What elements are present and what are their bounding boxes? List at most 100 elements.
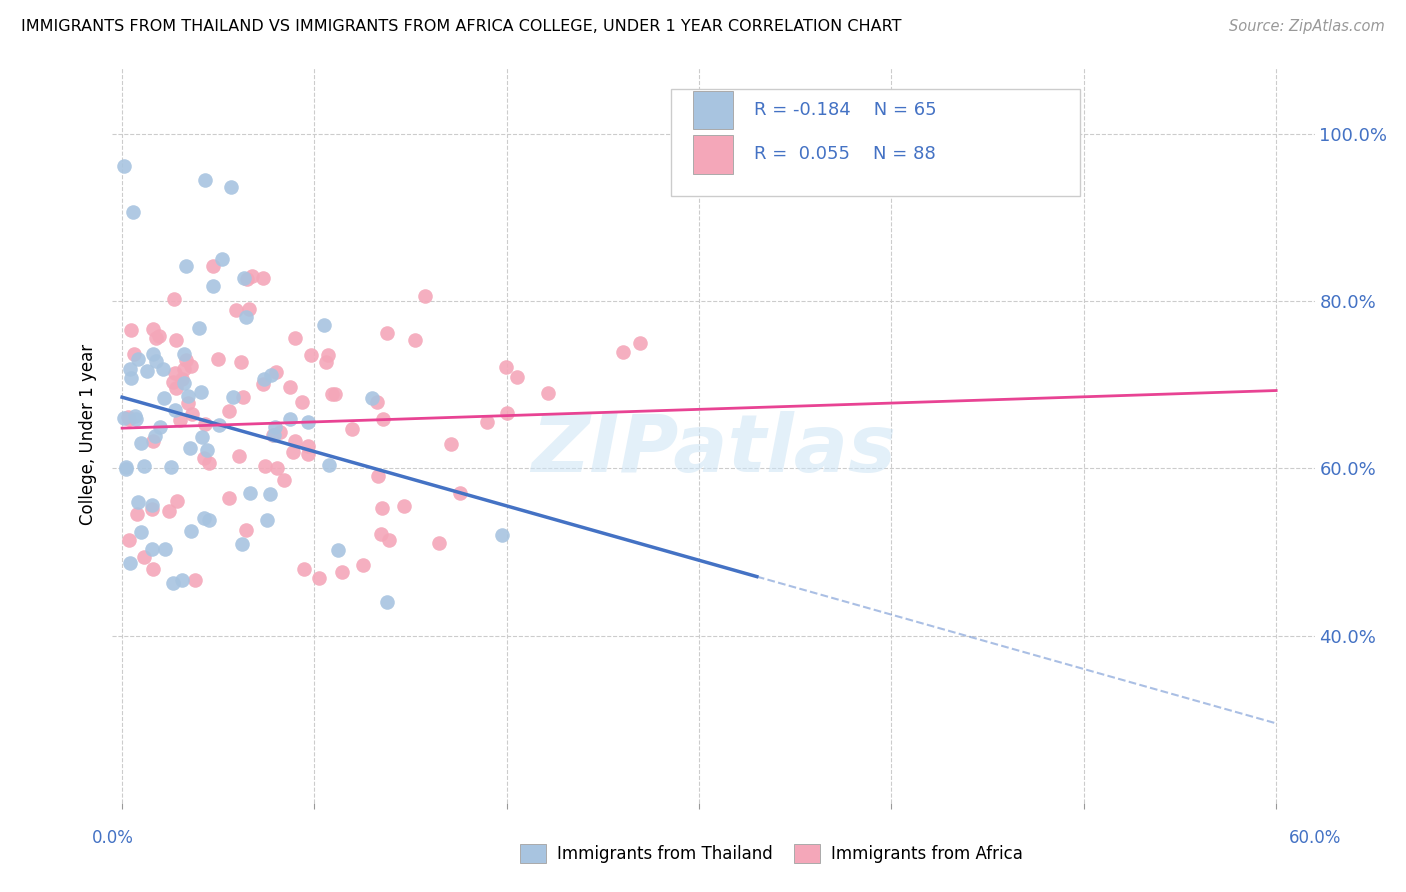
Point xyxy=(235,310,257,324)
Point xyxy=(292,562,315,576)
Point xyxy=(260,368,283,383)
Point xyxy=(177,396,200,410)
Point xyxy=(179,441,201,455)
Point xyxy=(252,377,274,392)
Point xyxy=(266,460,288,475)
Point xyxy=(612,345,634,359)
Point xyxy=(198,456,221,470)
Point xyxy=(193,450,215,465)
Point xyxy=(321,387,343,401)
Point xyxy=(312,318,335,332)
Point xyxy=(231,390,253,404)
Point xyxy=(181,407,204,421)
Text: R =  0.055    N = 88: R = 0.055 N = 88 xyxy=(755,145,936,163)
Point xyxy=(127,507,149,521)
Point xyxy=(141,542,163,557)
Point xyxy=(117,533,139,548)
Point xyxy=(256,513,278,527)
Point xyxy=(166,494,188,508)
Point xyxy=(413,289,436,303)
Point xyxy=(195,442,218,457)
Point xyxy=(278,380,301,394)
Point xyxy=(222,390,245,404)
Point xyxy=(120,556,142,570)
Point xyxy=(136,364,159,378)
Point xyxy=(145,330,167,344)
Text: ZIPatlas: ZIPatlas xyxy=(531,410,896,489)
Point xyxy=(124,409,146,423)
Point xyxy=(190,430,212,444)
Point xyxy=(148,328,170,343)
Point xyxy=(299,348,322,362)
Point xyxy=(114,462,136,476)
Point xyxy=(120,362,142,376)
Point xyxy=(152,361,174,376)
Point xyxy=(122,346,145,360)
Point xyxy=(219,179,242,194)
Text: R = -0.184    N = 65: R = -0.184 N = 65 xyxy=(755,102,936,120)
Point xyxy=(142,562,165,576)
Point xyxy=(134,459,156,474)
Point xyxy=(238,301,260,316)
Point xyxy=(297,447,319,461)
Point xyxy=(280,412,302,426)
Point xyxy=(440,437,463,451)
Point xyxy=(170,372,193,386)
Point xyxy=(202,278,225,293)
Point xyxy=(163,403,186,417)
Point xyxy=(198,513,221,527)
Point xyxy=(194,173,217,187)
Point xyxy=(162,576,184,591)
Point xyxy=(263,420,285,434)
Text: Immigrants from Thailand: Immigrants from Thailand xyxy=(557,845,772,863)
Point xyxy=(375,326,398,340)
Point xyxy=(253,372,276,386)
Point xyxy=(308,571,330,585)
Point xyxy=(370,527,392,541)
Point xyxy=(184,573,207,587)
Point xyxy=(284,434,307,448)
Point xyxy=(129,436,152,450)
Point xyxy=(112,411,135,425)
Point xyxy=(170,573,193,587)
Point xyxy=(628,336,651,351)
Point xyxy=(240,268,263,283)
Point xyxy=(180,359,202,373)
Point xyxy=(165,381,187,395)
Point xyxy=(328,542,350,557)
Point xyxy=(193,511,215,525)
Point xyxy=(228,449,250,463)
Point xyxy=(291,395,314,409)
Point xyxy=(202,259,225,273)
Point xyxy=(231,537,253,551)
Point xyxy=(141,498,163,512)
Point xyxy=(218,491,240,505)
Point xyxy=(165,366,187,380)
Point xyxy=(340,422,363,436)
Point xyxy=(177,389,200,403)
Point xyxy=(142,322,165,336)
Point xyxy=(173,361,195,376)
Point xyxy=(495,360,517,375)
Point xyxy=(235,523,257,537)
Point xyxy=(252,271,274,285)
Point xyxy=(315,355,337,369)
Point xyxy=(125,412,148,426)
Point xyxy=(163,292,186,306)
Point xyxy=(117,412,139,426)
Point xyxy=(273,473,295,487)
Point xyxy=(377,595,399,609)
Text: 60.0%: 60.0% xyxy=(1288,829,1341,847)
Point xyxy=(427,536,450,550)
Point xyxy=(176,353,198,368)
Point xyxy=(537,385,560,400)
Point xyxy=(211,252,233,267)
Point xyxy=(323,386,346,401)
Point xyxy=(115,460,138,475)
Point xyxy=(318,458,340,472)
Point xyxy=(475,416,498,430)
Point xyxy=(127,351,149,366)
Point xyxy=(269,425,291,439)
Point xyxy=(208,418,231,433)
Point xyxy=(120,371,142,385)
